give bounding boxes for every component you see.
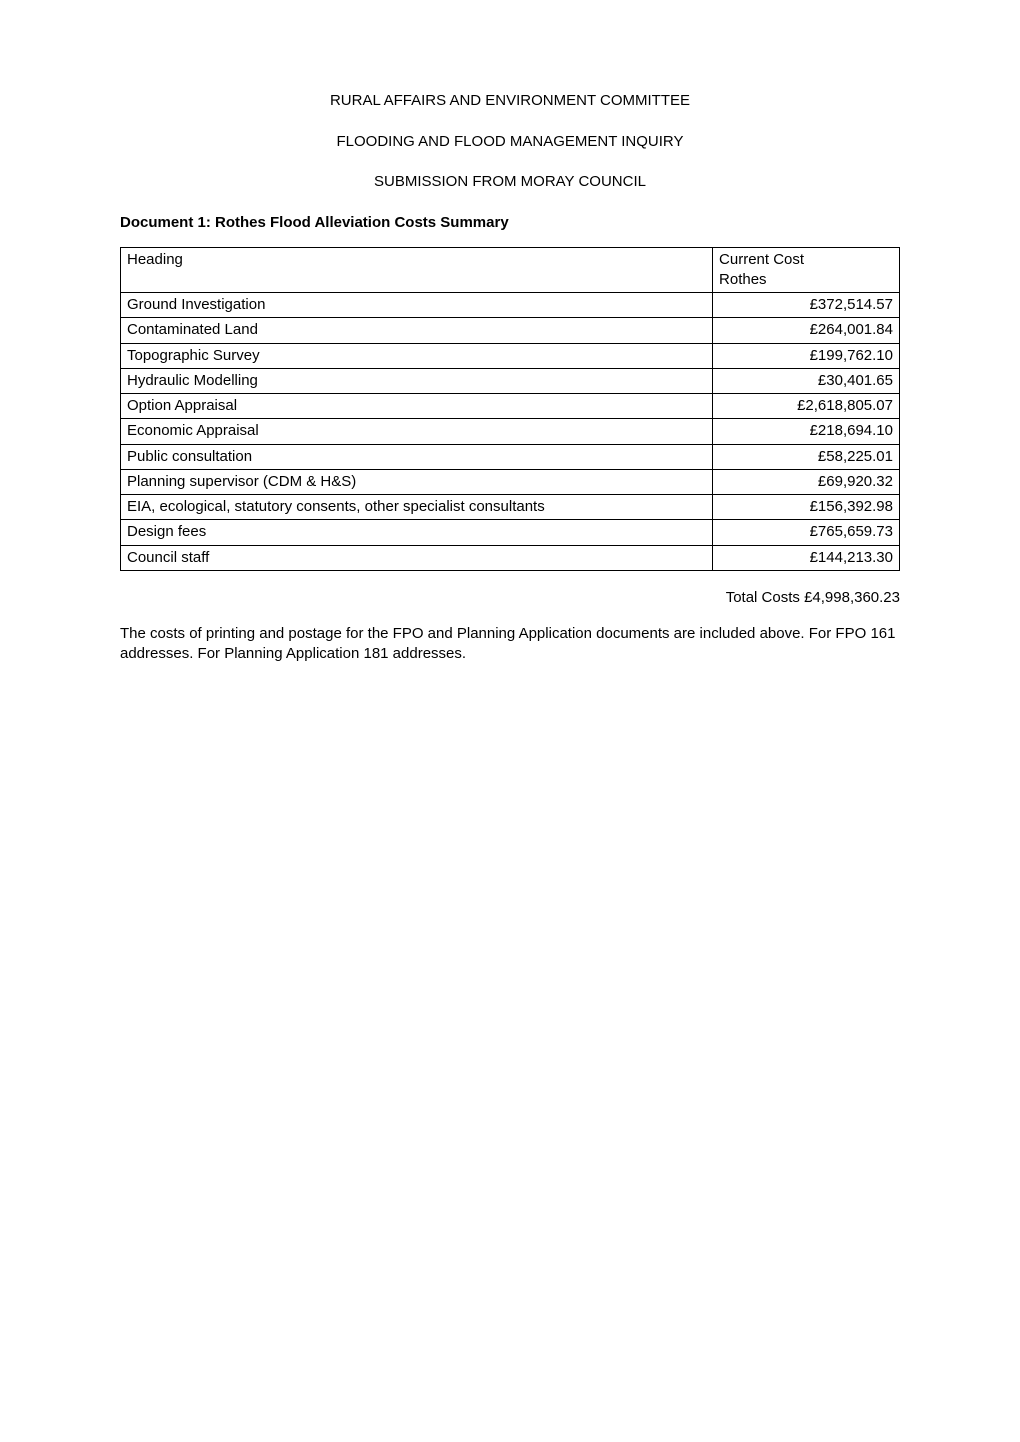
- table-row: Economic Appraisal £218,694.10: [121, 419, 900, 444]
- row-heading: EIA, ecological, statutory consents, oth…: [121, 495, 713, 520]
- header-line-3: SUBMISSION FROM MORAY COUNCIL: [120, 171, 900, 194]
- row-heading: Public consultation: [121, 444, 713, 469]
- table-row: Hydraulic Modelling £30,401.65: [121, 368, 900, 393]
- row-cost: £199,762.10: [713, 343, 900, 368]
- table-row: Ground Investigation £372,514.57: [121, 293, 900, 318]
- row-cost: £156,392.98: [713, 495, 900, 520]
- row-heading: Planning supervisor (CDM & H&S): [121, 469, 713, 494]
- col-header-cost-line1: Current Cost: [719, 251, 804, 268]
- body-paragraph: The costs of printing and postage for th…: [120, 624, 900, 665]
- col-header-heading: Heading: [121, 247, 713, 293]
- table-row: EIA, ecological, statutory consents, oth…: [121, 495, 900, 520]
- col-header-cost: Current Cost Rothes: [713, 247, 900, 293]
- row-cost: £30,401.65: [713, 368, 900, 393]
- row-cost: £765,659.73: [713, 520, 900, 545]
- row-heading: Hydraulic Modelling: [121, 368, 713, 393]
- table-row: Design fees £765,659.73: [121, 520, 900, 545]
- row-cost: £69,920.32: [713, 469, 900, 494]
- cost-summary-table: Heading Current Cost Rothes Ground Inves…: [120, 247, 900, 571]
- row-cost: £218,694.10: [713, 419, 900, 444]
- row-cost: £264,001.84: [713, 318, 900, 343]
- row-heading: Economic Appraisal: [121, 419, 713, 444]
- row-heading: Contaminated Land: [121, 318, 713, 343]
- row-heading: Design fees: [121, 520, 713, 545]
- table-row: Contaminated Land £264,001.84: [121, 318, 900, 343]
- row-heading: Option Appraisal: [121, 394, 713, 419]
- table-row: Option Appraisal £2,618,805.07: [121, 394, 900, 419]
- section-heading: Document 1: Rothes Flood Alleviation Cos…: [120, 214, 900, 231]
- table-row: Topographic Survey £199,762.10: [121, 343, 900, 368]
- row-heading: Ground Investigation: [121, 293, 713, 318]
- table-row: Planning supervisor (CDM & H&S) £69,920.…: [121, 469, 900, 494]
- row-cost: £2,618,805.07: [713, 394, 900, 419]
- row-cost: £144,213.30: [713, 545, 900, 570]
- row-heading: Council staff: [121, 545, 713, 570]
- header-line-2: FLOODING AND FLOOD MANAGEMENT INQUIRY: [120, 131, 900, 154]
- row-cost: £372,514.57: [713, 293, 900, 318]
- table-header-row: Heading Current Cost Rothes: [121, 247, 900, 293]
- page: RURAL AFFAIRS AND ENVIRONMENT COMMITTEE …: [0, 0, 1020, 664]
- row-cost: £58,225.01: [713, 444, 900, 469]
- total-costs: Total Costs £4,998,360.23: [120, 589, 900, 606]
- row-heading: Topographic Survey: [121, 343, 713, 368]
- col-header-cost-line2: Rothes: [719, 271, 767, 288]
- header-line-1: RURAL AFFAIRS AND ENVIRONMENT COMMITTEE: [120, 90, 900, 113]
- table-row: Council staff £144,213.30: [121, 545, 900, 570]
- table-row: Public consultation £58,225.01: [121, 444, 900, 469]
